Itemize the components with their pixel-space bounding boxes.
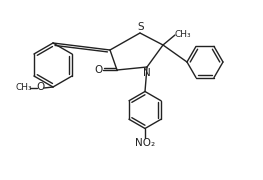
Text: CH₃: CH₃ <box>15 84 32 93</box>
Text: N: N <box>143 68 150 78</box>
Text: NO₂: NO₂ <box>135 138 155 148</box>
Text: S: S <box>138 22 144 32</box>
Text: CH₃: CH₃ <box>174 30 191 39</box>
Text: O: O <box>94 64 102 75</box>
Text: O: O <box>36 82 44 93</box>
